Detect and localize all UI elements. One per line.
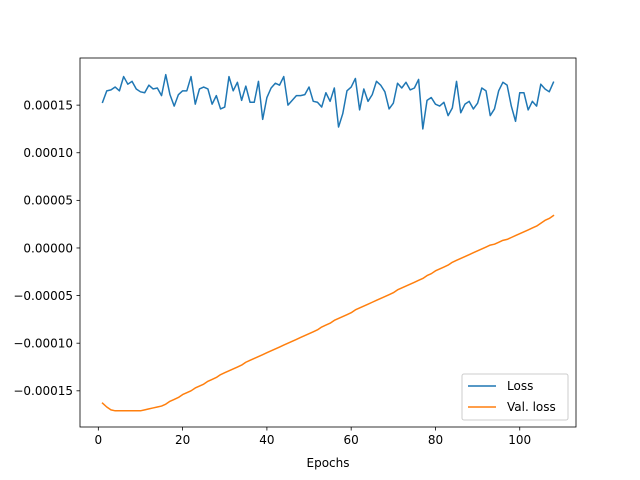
legend-label-val-loss: Val. loss — [507, 400, 556, 414]
y-tick-label: 0.00010 — [23, 146, 73, 160]
y-tick-label: −0.00010 — [13, 337, 73, 351]
y-tick-label: 0.00015 — [23, 98, 73, 112]
plot-lines — [101, 73, 555, 412]
y-tick-label: −0.00005 — [13, 289, 73, 303]
y-tick-label: −0.00015 — [13, 384, 73, 398]
x-axis: 0 20 40 60 80 100 — [95, 427, 531, 447]
x-tick-label: 0 — [95, 433, 103, 447]
plot-frame — [79, 57, 577, 428]
series-line-val-loss — [101, 214, 555, 412]
legend-label-loss: Loss — [507, 379, 533, 393]
x-tick-label: 20 — [175, 433, 190, 447]
x-tick-label: 40 — [259, 433, 274, 447]
y-tick-label: 0.00000 — [23, 241, 73, 255]
x-tick-label: 80 — [428, 433, 443, 447]
series-line-loss — [101, 73, 555, 130]
y-tick-label: 0.00005 — [23, 194, 73, 208]
legend: Loss Val. loss — [461, 373, 569, 421]
y-axis: −0.00015 −0.00010 −0.00005 0.00000 0.00005 0.… — [13, 98, 80, 398]
x-tick-label: 100 — [508, 433, 531, 447]
x-axis-label: Epochs — [307, 456, 350, 470]
x-tick-label: 60 — [344, 433, 359, 447]
